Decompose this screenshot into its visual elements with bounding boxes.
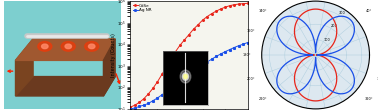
CdSe <box>321 10 325 11</box>
CdSe <box>160 74 164 75</box>
Ag NR <box>137 106 142 107</box>
Ag NR <box>196 67 200 69</box>
CdSe <box>137 102 142 103</box>
CdSe <box>182 39 187 40</box>
CdSe <box>155 81 160 82</box>
Legend: CdSe, Ag NR: CdSe, Ag NR <box>132 3 152 13</box>
Ag NR <box>173 83 178 85</box>
CdSe <box>169 59 173 60</box>
Ag NR <box>227 49 232 50</box>
CdSe <box>223 7 227 8</box>
Ag NR <box>317 34 321 35</box>
Ag NR <box>218 53 223 55</box>
CdSe <box>133 104 137 106</box>
Ellipse shape <box>61 41 75 51</box>
Ag NR <box>164 91 169 92</box>
Ag NR <box>128 108 133 110</box>
Ellipse shape <box>88 44 95 49</box>
CdSe <box>191 28 196 30</box>
Ag NR <box>310 33 314 34</box>
CdSe <box>128 106 133 108</box>
Polygon shape <box>104 39 115 96</box>
Ag NR <box>236 45 241 46</box>
Ag NR <box>169 87 173 88</box>
CdSe <box>205 16 209 17</box>
Ag NR <box>349 20 354 22</box>
Ag NR <box>155 97 160 99</box>
Polygon shape <box>15 39 115 60</box>
Ag NR <box>245 42 250 43</box>
Y-axis label: Intensity (Counts): Intensity (Counts) <box>111 33 116 77</box>
Polygon shape <box>15 77 115 96</box>
Ag NR <box>209 59 214 60</box>
CdSe <box>232 4 236 5</box>
Ag NR <box>232 47 236 48</box>
CdSe <box>292 77 297 78</box>
CdSe <box>214 11 218 12</box>
Ag NR <box>288 93 293 94</box>
Polygon shape <box>15 39 33 96</box>
Ag NR <box>315 54 320 56</box>
Ellipse shape <box>85 41 99 51</box>
CdSe <box>236 3 241 5</box>
Ag NR <box>200 64 205 66</box>
CdSe <box>314 54 319 56</box>
Ag NR <box>133 107 137 109</box>
Ellipse shape <box>42 44 48 49</box>
Ag NR <box>214 56 218 57</box>
CdSe <box>227 5 232 6</box>
Ag NR <box>330 52 334 54</box>
Ag NR <box>160 94 164 95</box>
Ag NR <box>182 77 187 78</box>
CdSe <box>313 8 318 10</box>
CdSe <box>178 45 182 46</box>
CdSe <box>306 10 310 11</box>
Line: Ag NR: Ag NR <box>277 16 355 94</box>
Ag NR <box>279 90 284 92</box>
CdSe <box>241 3 245 4</box>
CdSe <box>151 88 155 89</box>
Ag NR <box>349 19 353 21</box>
CdSe <box>187 34 191 35</box>
Ag NR <box>187 73 191 75</box>
CdSe <box>200 20 205 21</box>
CdSe <box>293 85 298 87</box>
Ellipse shape <box>38 41 52 51</box>
CdSe <box>209 13 214 14</box>
Ag NR <box>223 51 227 52</box>
Ag NR <box>178 80 182 82</box>
Ag NR <box>142 104 146 106</box>
Ag NR <box>146 103 151 104</box>
CdSe <box>173 51 178 52</box>
CdSe <box>314 54 319 56</box>
CdSe <box>317 54 322 55</box>
Line: CdSe: CdSe <box>294 9 337 101</box>
Ag NR <box>191 70 196 72</box>
CdSe <box>142 98 146 99</box>
Ag NR <box>315 54 320 56</box>
Line: CdSe: CdSe <box>130 2 248 108</box>
CdSe <box>164 66 169 67</box>
CdSe <box>334 35 339 36</box>
Line: Ag NR: Ag NR <box>130 42 248 110</box>
Ag NR <box>151 100 155 101</box>
Ag NR <box>241 44 245 45</box>
CdSe <box>218 8 223 10</box>
CdSe <box>146 93 151 94</box>
Ellipse shape <box>65 44 71 49</box>
CdSe <box>196 24 200 25</box>
CdSe <box>245 3 250 4</box>
Ag NR <box>205 61 209 63</box>
